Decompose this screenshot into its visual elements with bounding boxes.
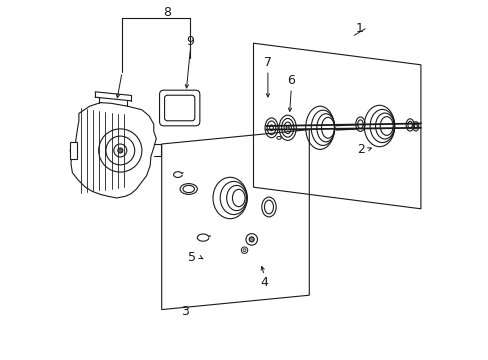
Text: 4: 4 [260, 276, 268, 289]
Polygon shape [71, 103, 156, 198]
FancyBboxPatch shape [159, 90, 200, 126]
Text: 9: 9 [186, 35, 194, 48]
Text: 8: 8 [163, 6, 171, 19]
Circle shape [118, 148, 122, 153]
Text: 7: 7 [264, 57, 271, 69]
Text: 2: 2 [357, 143, 365, 156]
Text: 5: 5 [188, 251, 196, 264]
Polygon shape [70, 142, 77, 159]
Text: 6: 6 [287, 75, 295, 87]
Text: 1: 1 [355, 22, 363, 35]
Circle shape [249, 237, 254, 242]
Text: 3: 3 [181, 305, 189, 318]
Ellipse shape [285, 126, 288, 130]
